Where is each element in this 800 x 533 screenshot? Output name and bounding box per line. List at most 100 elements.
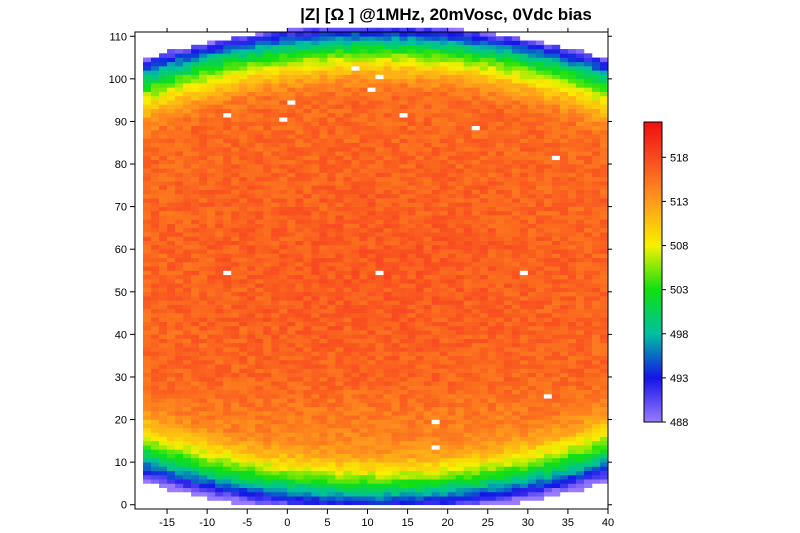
heatmap-cell <box>599 325 609 331</box>
heatmap-cell <box>215 325 224 331</box>
heatmap-cell <box>415 210 424 216</box>
heatmap-cell <box>519 308 529 314</box>
heatmap-cell <box>311 491 320 497</box>
heatmap-cell <box>543 193 553 199</box>
heatmap-cell <box>551 398 561 403</box>
heatmap-cell <box>223 330 232 335</box>
heatmap-cell <box>583 330 593 335</box>
heatmap-cell <box>159 176 168 182</box>
heatmap-cell <box>231 253 240 259</box>
heatmap-cell <box>567 359 577 365</box>
heatmap-cell <box>359 457 368 463</box>
heatmap-cell <box>423 142 432 148</box>
heatmap-cell <box>599 445 609 450</box>
heatmap-cell <box>559 244 569 250</box>
heatmap-cell <box>287 466 296 471</box>
heatmap-cell <box>599 244 609 250</box>
heatmap-cell <box>583 266 593 271</box>
heatmap-cell <box>503 215 513 220</box>
heatmap-cell <box>295 266 304 271</box>
heatmap-cell <box>215 257 224 263</box>
heatmap-cell <box>439 181 448 186</box>
heatmap-cell <box>207 376 216 382</box>
heatmap-cell <box>327 342 336 348</box>
heatmap-cell <box>303 342 312 348</box>
heatmap-cell <box>279 368 288 374</box>
heatmap-cell <box>575 411 585 416</box>
heatmap-cell <box>175 244 184 250</box>
heatmap-cell <box>295 428 304 433</box>
heatmap-cell <box>527 470 537 476</box>
heatmap-cell <box>519 219 529 224</box>
heatmap-cell <box>295 496 304 501</box>
heatmap-cell <box>215 415 224 420</box>
heatmap-cell <box>543 330 553 335</box>
heatmap-cell <box>207 176 216 182</box>
heatmap-cell <box>447 274 456 280</box>
heatmap-cell <box>567 364 577 369</box>
heatmap-cell <box>183 432 192 437</box>
heatmap-cell <box>359 155 368 161</box>
heatmap-cell <box>527 168 537 173</box>
heatmap-cell <box>183 253 192 259</box>
heatmap-cell <box>415 151 424 156</box>
heatmap-cell <box>239 223 248 229</box>
heatmap-cell <box>479 419 489 425</box>
heatmap-cell <box>479 445 489 450</box>
heatmap-cell <box>543 394 553 399</box>
heatmap-cell <box>159 304 168 310</box>
heatmap-cell <box>319 202 328 207</box>
heatmap-cell <box>439 500 448 506</box>
heatmap-cell <box>287 172 296 178</box>
heatmap-cell <box>407 415 416 420</box>
heatmap-cell <box>487 449 497 454</box>
heatmap-cell <box>415 176 424 182</box>
heatmap-cell <box>551 270 561 276</box>
heatmap-cell <box>271 325 280 331</box>
heatmap-cell <box>263 364 272 369</box>
heatmap-cell <box>543 159 553 165</box>
heatmap-cell <box>359 227 368 233</box>
heatmap-cell <box>479 406 489 412</box>
heatmap-cell <box>391 219 400 224</box>
heatmap-cell <box>183 134 192 139</box>
heatmap-cell <box>495 300 505 305</box>
heatmap-cell <box>511 483 521 489</box>
heatmap-cell <box>151 385 160 391</box>
heatmap-cell <box>231 389 240 395</box>
heatmap-cell <box>423 389 432 395</box>
heatmap-cell <box>527 347 537 352</box>
heatmap-cell <box>247 347 256 352</box>
heatmap-cell <box>183 279 192 284</box>
heatmap-cell <box>423 287 432 293</box>
heatmap-cell <box>439 419 448 425</box>
heatmap-cell <box>367 164 376 169</box>
heatmap-cell <box>383 325 392 331</box>
heatmap-cell <box>503 261 513 267</box>
heatmap-cell <box>503 428 513 433</box>
heatmap-cell <box>207 462 216 467</box>
heatmap-cell <box>463 223 473 229</box>
heatmap-cell <box>583 291 593 297</box>
heatmap-cell <box>175 351 184 356</box>
heatmap-cell <box>295 325 304 331</box>
heatmap-cell <box>351 394 360 399</box>
heatmap-cell <box>167 398 176 403</box>
heatmap-cell <box>463 266 473 271</box>
heatmap-cell <box>343 381 352 386</box>
heatmap-cell <box>175 428 184 433</box>
heatmap-cell <box>351 419 360 425</box>
heatmap-cell <box>495 381 505 386</box>
heatmap-cell <box>295 317 304 322</box>
heatmap-cell <box>415 474 424 480</box>
heatmap-cell <box>487 355 497 361</box>
heatmap-cell <box>215 338 224 344</box>
heatmap-cell <box>391 355 400 361</box>
heatmap-cell <box>143 321 152 327</box>
heatmap-cell <box>471 334 481 339</box>
heatmap-cell <box>567 257 577 263</box>
heatmap-cell <box>183 296 192 301</box>
heatmap-cell <box>527 279 537 284</box>
heatmap-cell <box>471 398 481 403</box>
heatmap-cell <box>151 283 160 288</box>
